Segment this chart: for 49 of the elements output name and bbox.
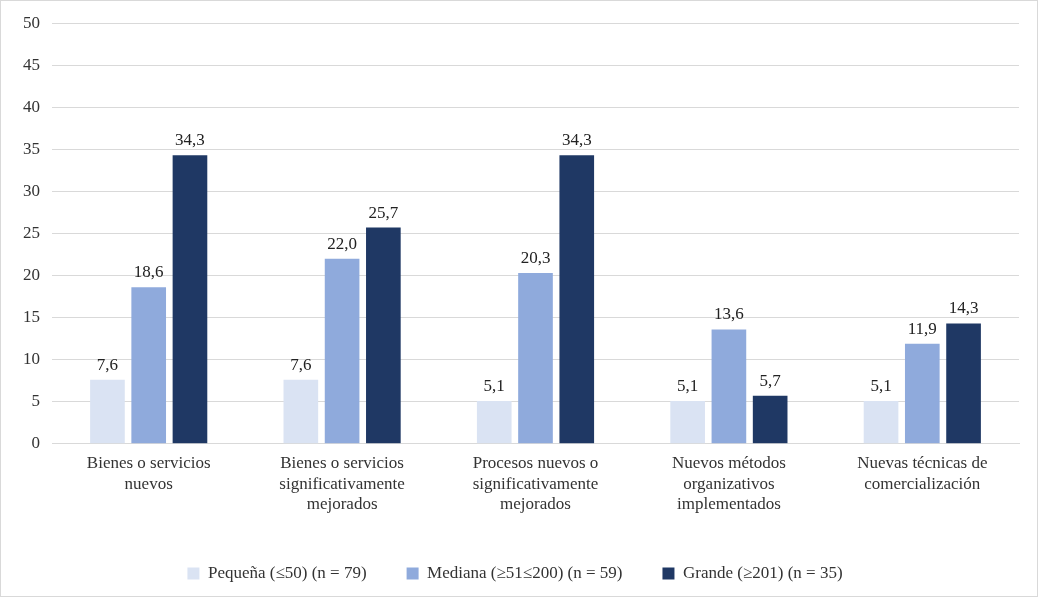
data-label: 34,3 — [561, 130, 592, 150]
data-label: 20,3 — [520, 248, 551, 268]
legend-label: Mediana (≥51≤200) (n = 59) — [427, 562, 623, 582]
x-tick-label: Nuevos métodos organizativos implementados — [672, 453, 786, 514]
data-label: 5,7 — [759, 370, 782, 390]
bar — [131, 287, 167, 444]
y-tick-label: 45 — [23, 54, 40, 74]
y-tick-label: 20 — [23, 265, 40, 285]
bar — [518, 273, 553, 444]
data-label: 34,3 — [175, 130, 205, 150]
y-tick-label: 15 — [23, 307, 40, 327]
y-tick-label: 50 — [23, 12, 40, 32]
x-tick-label: Procesos nuevos o significativamente mejorados — [472, 453, 599, 514]
x-tick-label: Bienes o servicios significativamente mejorados — [279, 453, 405, 514]
bar — [752, 395, 788, 444]
bar — [283, 379, 319, 444]
data-label: 7,6 — [96, 354, 119, 374]
y-tick-label: 5 — [31, 391, 40, 411]
bar — [904, 343, 940, 444]
bar — [946, 323, 981, 444]
bar — [711, 329, 747, 444]
bar — [559, 155, 595, 444]
bar — [863, 400, 899, 444]
data-label: 5,1 — [483, 375, 505, 395]
data-label: 5,1 — [677, 375, 699, 395]
legend-label: Pequeña (≤50) (n = 79) — [207, 562, 367, 582]
data-label: 11,9 — [907, 318, 937, 338]
x-tick-label: Nuevas técnicas de comercialización — [857, 453, 988, 493]
data-label: 7,6 — [290, 354, 312, 374]
y-tick-label: 40 — [23, 96, 40, 116]
y-tick-label: 10 — [23, 349, 40, 369]
bar — [172, 155, 208, 444]
data-label: 14,3 — [948, 298, 979, 318]
legend-label: Grande (≥201) (n = 35) — [682, 562, 843, 582]
data-label: 5,1 — [870, 375, 892, 395]
bar — [90, 379, 125, 444]
bar — [476, 400, 512, 444]
data-label: 18,6 — [133, 262, 164, 282]
data-label: 13,6 — [714, 304, 744, 324]
x-tick-label: Bienes o servicios nuevos — [86, 453, 211, 493]
bar — [670, 400, 705, 444]
y-tick-label: 0 — [31, 433, 40, 453]
data-label: 22,0 — [327, 233, 357, 253]
data-label: 25,7 — [368, 202, 399, 222]
y-tick-label: 30 — [23, 180, 40, 200]
y-tick-label: 25 — [23, 222, 40, 242]
y-tick-label: 35 — [23, 138, 40, 158]
bar — [324, 258, 360, 444]
bar — [366, 227, 401, 444]
